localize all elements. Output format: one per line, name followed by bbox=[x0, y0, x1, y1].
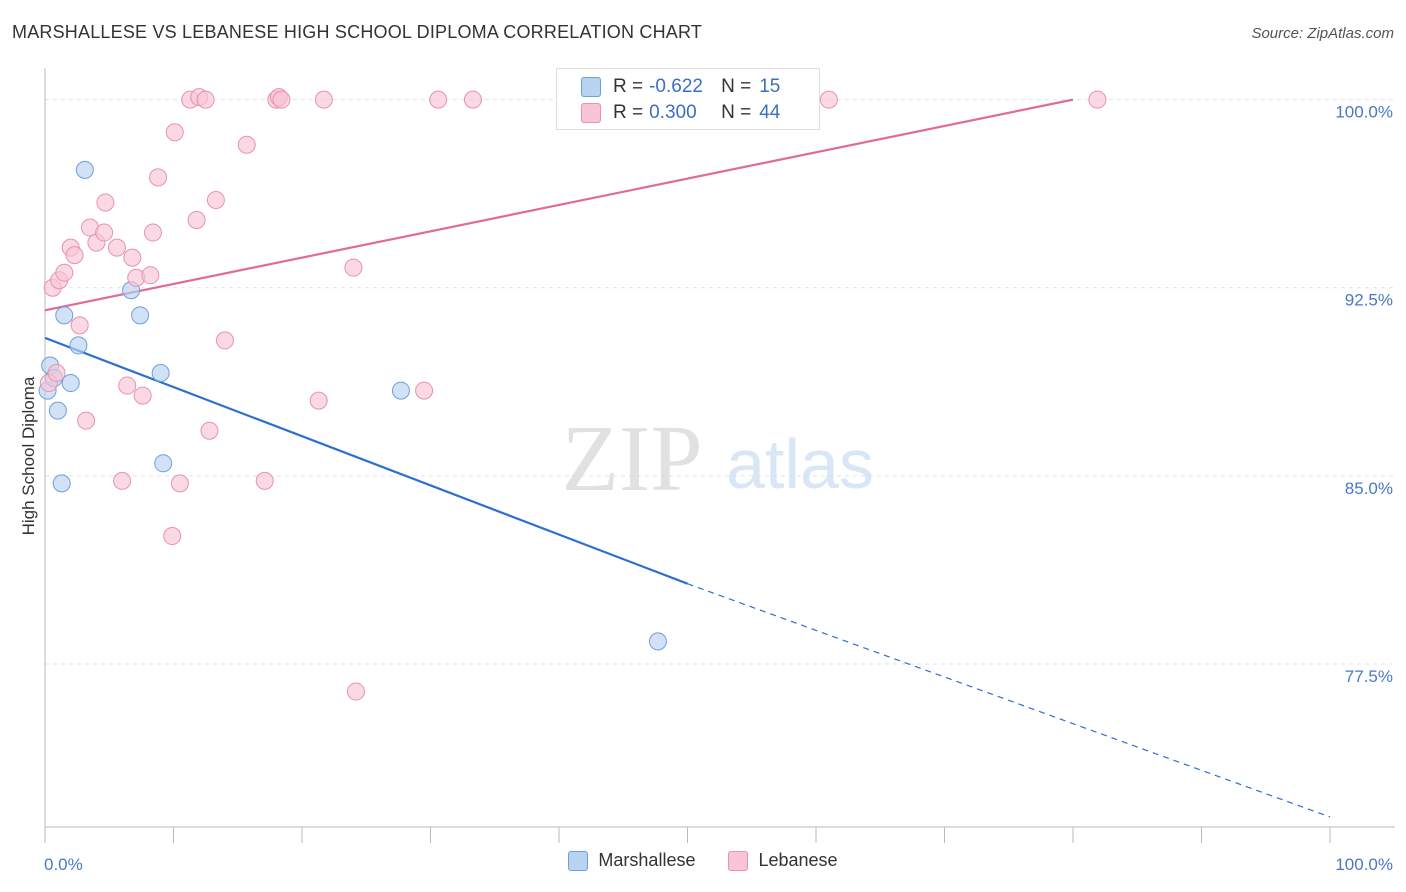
marshallese-point bbox=[75, 160, 94, 179]
legend-label-lebanese: Lebanese bbox=[758, 850, 838, 870]
lebanese-point bbox=[133, 386, 152, 405]
source-label: Source: ZipAtlas.com bbox=[1251, 25, 1394, 42]
marshallese-point bbox=[52, 474, 71, 493]
x-tick-label: 0.0% bbox=[44, 855, 83, 874]
watermark-atlas: atlas bbox=[726, 425, 874, 503]
r-label: R = bbox=[613, 76, 644, 97]
grid-layer bbox=[45, 99, 1395, 665]
legend-swatch-lebanese bbox=[728, 850, 749, 871]
marshallese-trend-line bbox=[44, 336, 688, 585]
lebanese-point bbox=[1088, 90, 1107, 109]
axes-layer: 77.5% 85.0% 92.5% 100.0% 0.0% 100.0% bbox=[44, 68, 1395, 874]
marshallese-point bbox=[55, 306, 74, 325]
lebanese-point bbox=[65, 246, 84, 265]
lebanese-point bbox=[141, 266, 160, 285]
legend-swatch-marshallese bbox=[568, 850, 589, 871]
lebanese-point bbox=[314, 90, 333, 109]
legend-item-lebanese[interactable]: Lebanese bbox=[728, 850, 838, 871]
lebanese-point bbox=[170, 474, 189, 493]
legend-label-marshallese: Marshallese bbox=[598, 850, 696, 870]
trend-lines bbox=[44, 98, 1331, 818]
bottom-legend: Marshallese Lebanese bbox=[0, 850, 1406, 876]
marshallese-trend-extension bbox=[687, 583, 1331, 818]
lebanese-swatch bbox=[581, 103, 601, 123]
y-tick-label: 92.5% bbox=[1345, 291, 1393, 310]
lebanese-point bbox=[149, 168, 168, 187]
n-value-marshallese: 15 bbox=[759, 76, 781, 97]
r-value-marshallese: -0.622 bbox=[649, 76, 703, 97]
lebanese-point bbox=[819, 90, 838, 109]
marshallese-swatch bbox=[581, 77, 601, 97]
data-points bbox=[38, 88, 1107, 701]
lebanese-point bbox=[215, 331, 234, 350]
lebanese-point bbox=[429, 90, 448, 109]
lebanese-point bbox=[344, 258, 363, 277]
lebanese-point bbox=[113, 471, 132, 490]
stats-row-lebanese: R = 0.300 N = 44 bbox=[581, 100, 780, 126]
marshallese-point bbox=[48, 401, 67, 420]
y-tick-label: 85.0% bbox=[1345, 479, 1393, 498]
n-label: N = bbox=[721, 102, 752, 123]
marshallese-point bbox=[154, 454, 173, 473]
lebanese-point bbox=[187, 211, 206, 230]
lebanese-point bbox=[196, 90, 215, 109]
lebanese-point bbox=[346, 682, 365, 701]
legend-item-marshallese[interactable]: Marshallese bbox=[568, 850, 695, 871]
r-value-lebanese: 0.300 bbox=[649, 102, 697, 123]
y-tick-label: 77.5% bbox=[1345, 667, 1393, 686]
x-tick-label: 100.0% bbox=[1335, 855, 1393, 874]
marshallese-point bbox=[648, 632, 667, 651]
lebanese-point bbox=[309, 391, 328, 410]
r-label: R = bbox=[613, 102, 644, 123]
y-tick-label: 100.0% bbox=[1335, 103, 1393, 122]
lebanese-point bbox=[463, 90, 482, 109]
watermark-zip: ZIP bbox=[562, 407, 703, 511]
lebanese-point bbox=[163, 527, 182, 546]
lebanese-point bbox=[95, 223, 114, 242]
lebanese-point bbox=[107, 238, 126, 257]
marshallese-point bbox=[391, 381, 410, 400]
lebanese-point bbox=[123, 248, 142, 267]
lebanese-point bbox=[47, 364, 66, 383]
marshallese-point bbox=[61, 374, 80, 393]
lebanese-point bbox=[237, 135, 256, 154]
y-axis-label: High School Diploma bbox=[19, 376, 38, 535]
lebanese-trend-line bbox=[44, 98, 1074, 312]
marshallese-point bbox=[151, 364, 170, 383]
lebanese-point bbox=[200, 421, 219, 440]
marshallese-point bbox=[131, 306, 150, 325]
marshallese-point bbox=[69, 336, 88, 355]
chart-title: MARSHALLESE VS LEBANESE HIGH SCHOOL DIPL… bbox=[12, 22, 703, 42]
lebanese-point bbox=[118, 376, 137, 395]
lebanese-point bbox=[272, 90, 291, 109]
lebanese-point bbox=[415, 381, 434, 400]
lebanese-point bbox=[55, 263, 74, 282]
watermark: ZIP atlas bbox=[562, 407, 874, 511]
lebanese-point bbox=[70, 316, 89, 335]
lebanese-point bbox=[143, 223, 162, 242]
lebanese-point bbox=[206, 190, 225, 209]
n-value-lebanese: 44 bbox=[759, 102, 781, 123]
stats-legend: R = -0.622 N = 15 R = 0.300 N = 44 bbox=[556, 68, 820, 130]
stats-row-marshallese: R = -0.622 N = 15 bbox=[581, 74, 780, 100]
lebanese-point bbox=[165, 123, 184, 142]
lebanese-point bbox=[77, 411, 96, 430]
lebanese-point bbox=[96, 193, 115, 212]
n-label: N = bbox=[721, 76, 752, 97]
lebanese-point bbox=[255, 471, 274, 490]
